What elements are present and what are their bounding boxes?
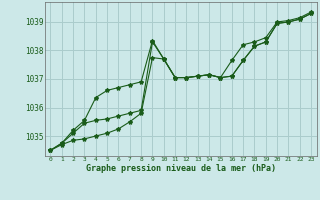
X-axis label: Graphe pression niveau de la mer (hPa): Graphe pression niveau de la mer (hPa) — [86, 164, 276, 173]
